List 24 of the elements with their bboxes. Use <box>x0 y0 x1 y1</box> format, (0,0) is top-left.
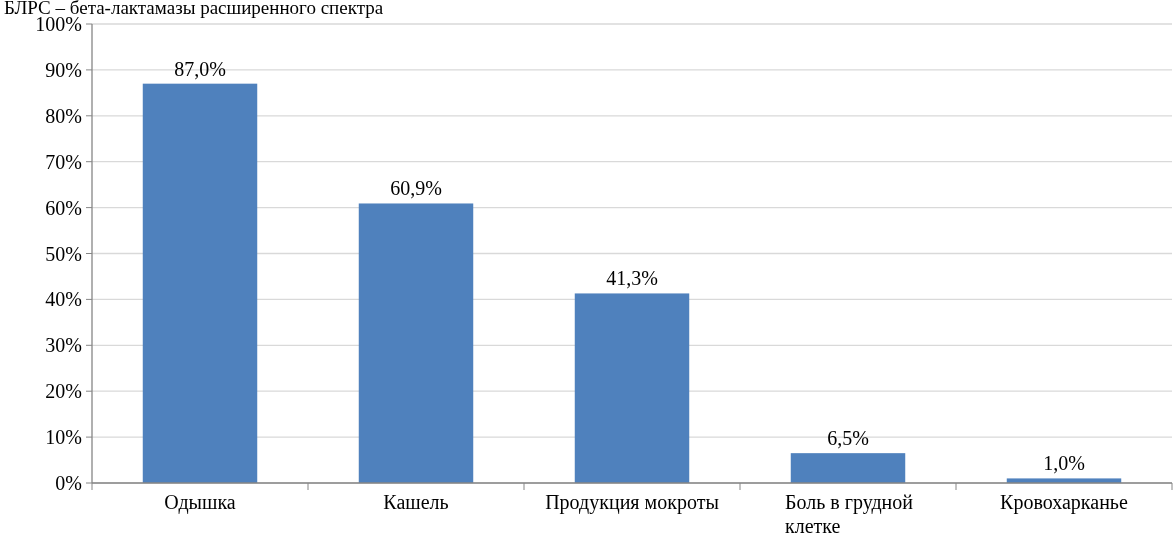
data-label: 6,5% <box>827 427 869 450</box>
x-tick-label: Продукция мокроты <box>545 491 719 514</box>
y-tick-label: 10% <box>45 426 82 449</box>
y-tick-label: 0% <box>55 472 82 494</box>
x-tick-label: Одышка <box>164 491 236 514</box>
y-tick-label: 70% <box>45 150 82 173</box>
y-tick-label: 40% <box>45 288 82 311</box>
data-label: 41,3% <box>606 267 658 290</box>
y-tick-label: 80% <box>45 104 82 127</box>
bar <box>574 293 690 483</box>
x-tick-label: Кровохарканье <box>1000 491 1128 514</box>
data-label: 60,9% <box>390 177 442 200</box>
y-tick-label: 60% <box>45 196 82 219</box>
y-tick-label: 50% <box>45 242 82 265</box>
bar <box>142 83 258 483</box>
bar <box>358 203 474 483</box>
data-label: 87,0% <box>174 57 226 80</box>
bar <box>790 453 906 483</box>
y-tick-label: 20% <box>45 380 82 403</box>
x-tick-label: Кашель <box>383 491 449 513</box>
x-tick-label: Боль в грудной клетке <box>785 491 914 537</box>
y-tick-label: 90% <box>45 58 82 81</box>
data-label: 1,0% <box>1043 452 1085 475</box>
y-tick-label: 30% <box>45 334 82 357</box>
